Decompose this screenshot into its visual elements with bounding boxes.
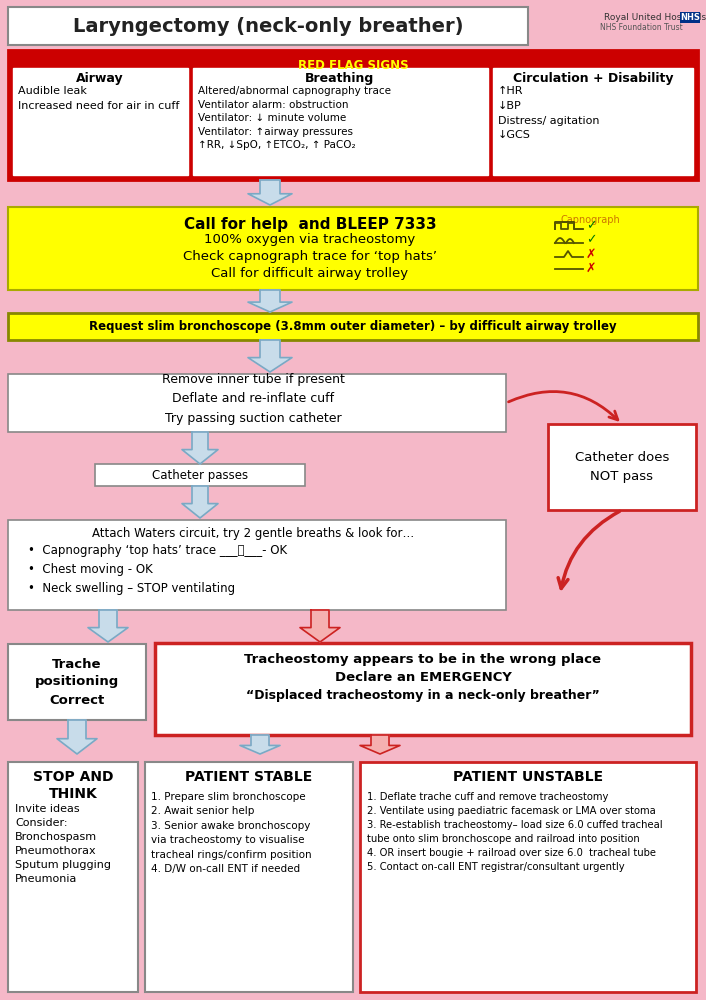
Text: Catheter does
NOT pass: Catheter does NOT pass: [575, 451, 669, 483]
FancyBboxPatch shape: [13, 68, 188, 175]
FancyBboxPatch shape: [360, 762, 696, 992]
Text: Call for help  and BLEEP 7333: Call for help and BLEEP 7333: [184, 217, 436, 232]
Text: ✓: ✓: [586, 220, 597, 232]
FancyBboxPatch shape: [8, 520, 506, 610]
Text: ✗: ✗: [586, 247, 597, 260]
Text: Audible leak
Increased need for air in cuff: Audible leak Increased need for air in c…: [18, 86, 179, 111]
FancyBboxPatch shape: [95, 464, 305, 486]
Text: Breathing: Breathing: [306, 72, 375, 85]
Text: Attach Waters circuit, try 2 gentle breaths & look for…: Attach Waters circuit, try 2 gentle brea…: [92, 527, 414, 540]
Text: Request slim bronchoscope (3.8mm outer diameter) – by difficult airway trolley: Request slim bronchoscope (3.8mm outer d…: [89, 320, 617, 333]
FancyBboxPatch shape: [8, 374, 506, 432]
Polygon shape: [248, 340, 292, 372]
Text: Catheter passes: Catheter passes: [152, 468, 248, 482]
Text: PATIENT UNSTABLE: PATIENT UNSTABLE: [453, 770, 603, 784]
Text: RED FLAG SIGNS: RED FLAG SIGNS: [298, 59, 408, 72]
FancyArrowPatch shape: [558, 511, 620, 588]
Text: 1. Prepare slim bronchoscope
2. Await senior help
3. Senior awake bronchoscopy
v: 1. Prepare slim bronchoscope 2. Await se…: [151, 792, 311, 874]
Polygon shape: [240, 735, 280, 754]
Text: STOP AND
THINK: STOP AND THINK: [32, 770, 113, 801]
FancyBboxPatch shape: [193, 68, 488, 175]
Text: •  Neck swelling – STOP ventilating: • Neck swelling – STOP ventilating: [28, 582, 235, 595]
Text: PATIENT STABLE: PATIENT STABLE: [186, 770, 313, 784]
Text: NHS Foundation Trust: NHS Foundation Trust: [599, 23, 683, 32]
Text: Trache
positioning
Correct: Trache positioning Correct: [35, 658, 119, 706]
FancyArrowPatch shape: [508, 392, 618, 420]
Text: 1. Deflate trache cuff and remove tracheostomy
2. Ventilate using paediatric fac: 1. Deflate trache cuff and remove trache…: [367, 792, 663, 872]
FancyBboxPatch shape: [8, 50, 698, 180]
FancyBboxPatch shape: [145, 762, 353, 992]
Text: Altered/abnormal capnography trace
Ventilator alarm: obstruction
Ventilator: ↓ m: Altered/abnormal capnography trace Venti…: [198, 86, 391, 150]
FancyBboxPatch shape: [8, 207, 698, 290]
Text: “Displaced tracheostomy in a neck-only breather”: “Displaced tracheostomy in a neck-only b…: [246, 689, 600, 702]
Polygon shape: [182, 486, 218, 518]
Polygon shape: [88, 610, 128, 642]
Text: Check capnograph trace for ‘top hats’: Check capnograph trace for ‘top hats’: [183, 250, 437, 263]
FancyBboxPatch shape: [8, 313, 698, 340]
FancyBboxPatch shape: [155, 643, 691, 735]
Text: 100% oxygen via tracheostomy: 100% oxygen via tracheostomy: [204, 233, 416, 246]
FancyBboxPatch shape: [8, 762, 138, 992]
Text: Airway: Airway: [76, 72, 124, 85]
Text: Invite ideas
Consider:
Bronchospasm
Pneumothorax
Sputum plugging
Pneumonia: Invite ideas Consider: Bronchospasm Pneu…: [15, 804, 111, 884]
Text: Circulation + Disability: Circulation + Disability: [513, 72, 674, 85]
Polygon shape: [57, 720, 97, 754]
Text: Tracheostomy appears to be in the wrong place: Tracheostomy appears to be in the wrong …: [244, 653, 602, 666]
Text: Call for difficult airway trolley: Call for difficult airway trolley: [211, 267, 409, 280]
Text: ✓: ✓: [586, 233, 597, 246]
Text: Laryngectomy (neck-only breather): Laryngectomy (neck-only breather): [73, 16, 463, 35]
FancyBboxPatch shape: [493, 68, 693, 175]
Polygon shape: [248, 290, 292, 312]
Polygon shape: [360, 735, 400, 754]
Polygon shape: [182, 432, 218, 464]
Polygon shape: [248, 180, 292, 205]
Text: Royal United Hospitals Bath: Royal United Hospitals Bath: [604, 12, 706, 21]
FancyBboxPatch shape: [8, 7, 528, 45]
FancyBboxPatch shape: [680, 12, 700, 23]
Text: ↑HR
↓BP
Distress/ agitation
↓GCS: ↑HR ↓BP Distress/ agitation ↓GCS: [498, 86, 599, 140]
Text: ✗: ✗: [586, 261, 597, 274]
FancyBboxPatch shape: [8, 644, 146, 720]
Text: •  Capnography ‘top hats’ trace ___⎺___- OK: • Capnography ‘top hats’ trace ___⎺___- …: [28, 544, 287, 557]
Text: Capnograph: Capnograph: [560, 215, 620, 225]
FancyBboxPatch shape: [548, 424, 696, 510]
Text: Remove inner tube if present
Deflate and re-inflate cuff
Try passing suction cat: Remove inner tube if present Deflate and…: [162, 373, 345, 425]
Text: NHS: NHS: [680, 13, 700, 22]
Text: •  Chest moving - OK: • Chest moving - OK: [28, 563, 152, 576]
Text: Declare an EMERGENCY: Declare an EMERGENCY: [335, 671, 511, 684]
Polygon shape: [300, 610, 340, 642]
